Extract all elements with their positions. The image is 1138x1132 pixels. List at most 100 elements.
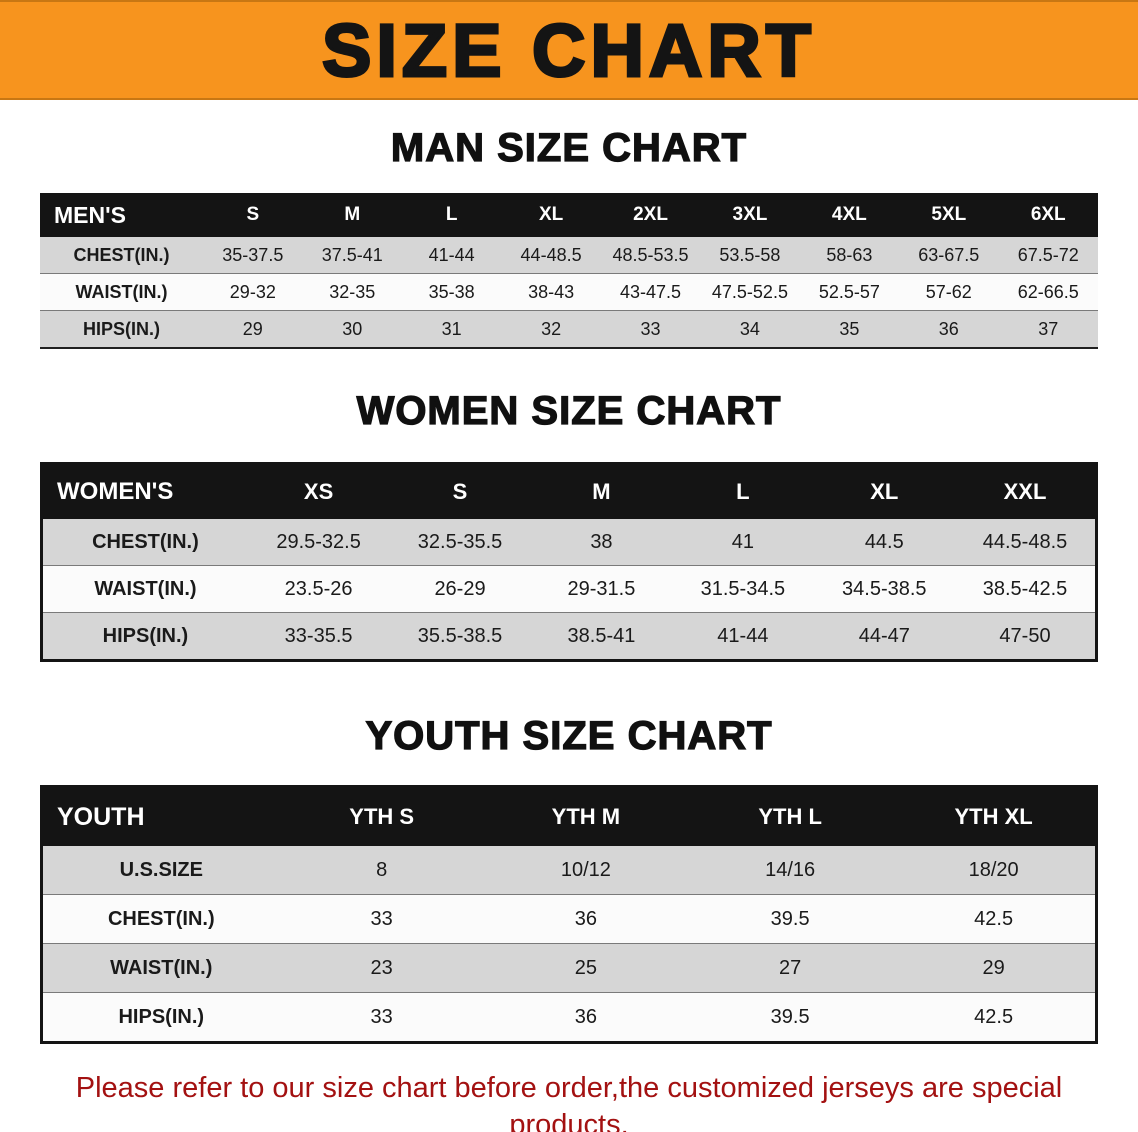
row-label: HIPS(IN.) — [102, 624, 189, 647]
size-value: 35 — [839, 318, 860, 339]
size-value: 32 — [541, 318, 562, 339]
size-value: 36 — [574, 1005, 598, 1028]
size-value: 47.5-52.5 — [711, 281, 788, 302]
size-value: 39.5 — [770, 1005, 810, 1028]
size-value: 35-38 — [428, 281, 475, 302]
size-column-header: S — [389, 463, 531, 519]
size-value: 44-48.5 — [520, 244, 582, 265]
size-value: 33 — [370, 907, 393, 930]
size-column-header: YTH M — [483, 786, 689, 846]
size-value: 48.5-53.5 — [612, 244, 689, 265]
size-column-header: M — [302, 193, 402, 237]
size-value: 34.5-38.5 — [842, 577, 927, 600]
size-column-header: YTH L — [688, 786, 893, 846]
size-value: 33-35.5 — [284, 624, 353, 647]
size-column-header: YTH XL — [892, 786, 1097, 846]
size-value: 57-62 — [925, 281, 972, 302]
size-column-header: XL — [501, 193, 601, 237]
row-label: HIPS(IN.) — [83, 318, 161, 339]
row-label: HIPS(IN.) — [118, 1005, 205, 1028]
size-value: 33 — [640, 318, 661, 339]
size-column-header: 6XL — [998, 193, 1098, 237]
size-value: 26-29 — [434, 577, 486, 600]
measurement-row: U.S.SIZE 8 10/12 14/16 18/20 — [41, 846, 1097, 895]
youth-size-table: YOUTH YTH S YTH M YTH L YTH XL U.S.SIZE 8 10/12… — [40, 785, 1098, 1044]
size-value: 67.5-72 — [1017, 244, 1079, 265]
women-section-heading: WOMEN SIZE CHART — [356, 388, 782, 433]
size-value: 44-47 — [858, 624, 910, 647]
size-column-header: XL — [813, 463, 955, 519]
size-value: 30 — [342, 318, 363, 339]
size-value: 29.5-32.5 — [276, 530, 361, 553]
size-value: 32-35 — [329, 281, 376, 302]
size-value: 34 — [739, 318, 760, 339]
size-column-header: 4XL — [799, 193, 900, 237]
women-size-table: WOMEN'S XS S M L XL XXL CHEST(IN.) 29.5-32.5 32.5… — [40, 462, 1098, 662]
size-column-header: S — [203, 193, 303, 237]
size-value: 41-44 — [428, 244, 475, 265]
size-value: 33 — [370, 1005, 393, 1028]
page-title: SIZE CHART — [321, 7, 816, 93]
size-value: 41-44 — [717, 624, 769, 647]
size-value: 10/12 — [560, 858, 611, 881]
size-value: 29-31.5 — [567, 577, 636, 600]
size-value: 23 — [370, 956, 393, 979]
row-label: WAIST(IN.) — [110, 956, 213, 979]
row-label: CHEST(IN.) — [92, 530, 199, 553]
row-label: CHEST(IN.) — [107, 907, 215, 930]
size-column-header: L — [401, 193, 502, 237]
size-value: 38.5-42.5 — [982, 577, 1068, 600]
row-label: WAIST(IN.) — [94, 577, 197, 600]
measurement-row: CHEST(IN.) 29.5-32.5 32.5-35.5 38 41 44.5 44.5… — [41, 519, 1097, 566]
size-value: 18/20 — [968, 858, 1019, 881]
header-row: WOMEN'S XS S M L XL XXL — [41, 463, 1097, 519]
size-value: 23.5-26 — [284, 577, 353, 600]
row-label: WAIST(IN.) — [75, 281, 168, 302]
size-value: 42.5 — [974, 1005, 1014, 1028]
measurement-row: CHEST(IN.) 35-37.5 37.5-41 41-44 44-48.5 48.5… — [40, 237, 1098, 274]
size-value: 31.5-34.5 — [700, 577, 786, 600]
size-value: 27 — [779, 956, 802, 979]
size-value: 36 — [574, 907, 598, 930]
size-value: 62-66.5 — [1017, 281, 1079, 302]
size-value: 58-63 — [826, 244, 873, 265]
table-title-cell: WOMEN'S — [41, 463, 248, 519]
size-value: 31 — [441, 318, 462, 339]
men-section-heading: MAN SIZE CHART — [390, 125, 748, 170]
size-column-header: XS — [247, 463, 390, 519]
measurement-row: HIPS(IN.) 33-35.5 35.5-38.5 38.5-41 41-44 44-… — [41, 612, 1097, 661]
size-value: 44.5 — [864, 530, 904, 553]
measurement-row: CHEST(IN.) 33 36 39.5 42.5 — [41, 894, 1097, 944]
size-column-header: 2XL — [600, 193, 701, 237]
size-value: 37 — [1038, 318, 1059, 339]
size-value: 47-50 — [999, 624, 1051, 647]
size-column-header: M — [530, 463, 673, 519]
size-value: 37.5-41 — [321, 244, 383, 265]
measurement-row: HIPS(IN.) 29 30 31 32 33 34 35 36 37 — [40, 310, 1098, 348]
disclaimer-line-1: Please refer to our size chart before or… — [75, 1072, 1063, 1132]
men-size-table: MEN'S S M L XL 2XL 3XL 4XL 5XL 6XL CHEST(IN.) 35-37… — [40, 193, 1098, 349]
size-value: 41 — [731, 530, 754, 553]
size-value: 44.5-48.5 — [982, 530, 1068, 553]
size-value: 29-32 — [229, 281, 276, 302]
size-column-header: L — [672, 463, 814, 519]
size-value: 29 — [982, 956, 1005, 979]
row-label: CHEST(IN.) — [73, 244, 170, 265]
youth-section-heading: YOUTH SIZE CHART — [365, 713, 773, 758]
size-value: 43-47.5 — [619, 281, 682, 302]
size-value: 38 — [590, 530, 613, 553]
row-label: U.S.SIZE — [119, 858, 203, 881]
size-value: 42.5 — [974, 907, 1014, 930]
size-column-header: 5XL — [899, 193, 999, 237]
size-value: 38-43 — [528, 281, 575, 302]
banner: SIZE CHART — [0, 0, 1138, 100]
size-value: 36 — [938, 318, 959, 339]
size-column-header: 3XL — [700, 193, 800, 237]
size-value: 29 — [242, 318, 263, 339]
size-value: 53.5-58 — [719, 244, 781, 265]
size-value: 39.5 — [770, 907, 810, 930]
size-value: 52.5-57 — [818, 281, 880, 302]
size-value: 25 — [574, 956, 598, 979]
measurement-row: WAIST(IN.) 23.5-26 26-29 29-31.5 31.5-34.5 34… — [41, 565, 1097, 613]
